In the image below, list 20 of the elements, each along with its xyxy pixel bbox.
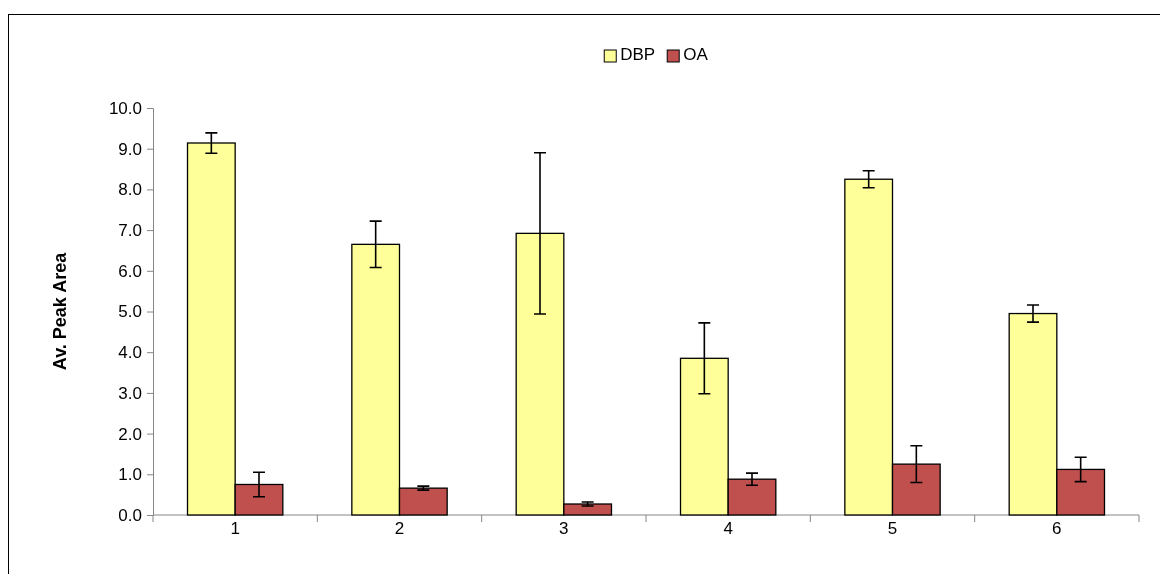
x-tick-label: 4 bbox=[723, 519, 733, 538]
x-tick-label: 6 bbox=[1052, 519, 1062, 538]
y-tick-label: 3.0 bbox=[118, 383, 142, 403]
x-tick-label: 5 bbox=[887, 519, 898, 538]
y-tick-label: 2.0 bbox=[118, 424, 142, 444]
y-tick-label: 6.0 bbox=[118, 261, 142, 281]
y-tick-label: 8.0 bbox=[118, 180, 142, 200]
x-tick-label: 3 bbox=[559, 519, 569, 538]
legend-label: DBP bbox=[620, 45, 656, 64]
y-tick-label: 1.0 bbox=[118, 465, 142, 485]
y-tick-label: 7.0 bbox=[118, 221, 142, 241]
y-tick-label: 4.0 bbox=[118, 343, 142, 363]
x-tick-label: 1 bbox=[230, 519, 240, 538]
y-tick-label: 10.0 bbox=[108, 98, 142, 118]
legend-label: OA bbox=[683, 45, 709, 64]
y-tick-label: 9.0 bbox=[118, 139, 142, 159]
x-tick-label: 2 bbox=[394, 519, 405, 538]
y-axis-title: Av. Peak Area bbox=[50, 251, 70, 371]
y-tick-label: 0.0 bbox=[118, 505, 142, 525]
y-tick-label: 5.0 bbox=[118, 302, 142, 322]
